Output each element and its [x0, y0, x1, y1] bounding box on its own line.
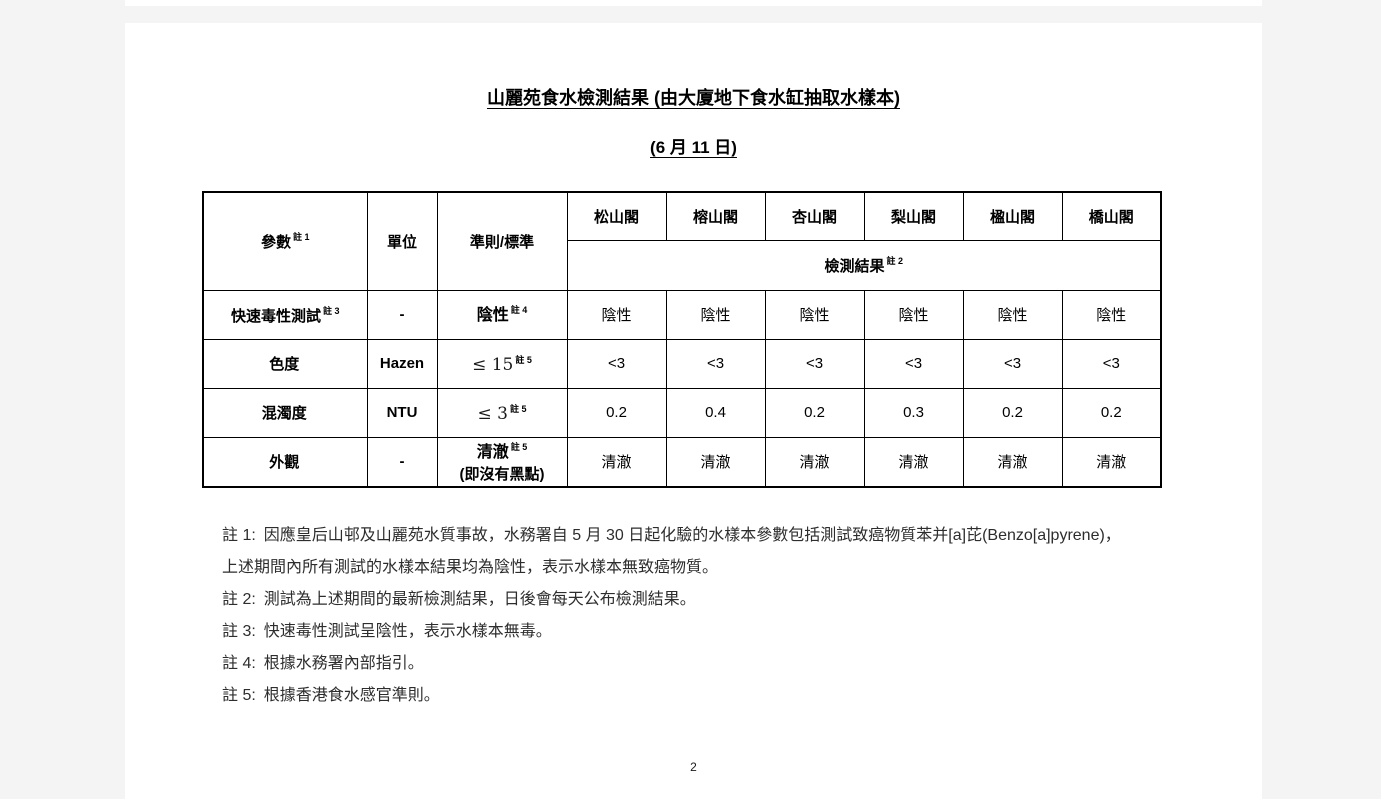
result-cell: 0.2: [764, 387, 865, 438]
table-row-colour: 色度 Hazen ≤ 15 註 5 <3 <3 <3 <3 <3 <3: [202, 338, 1162, 389]
table-subheader-row: 檢測結果註 2: [203, 239, 1162, 291]
parameter-name: 色度: [269, 356, 300, 373]
table-row-rapid-toxicity: 快速毒性測試註 3 - 陰性註 4 陰性 陰性 陰性 陰性 陰性 陰性: [202, 289, 1162, 340]
note-ref-2: 註 2: [886, 256, 904, 266]
result-cell: 陰性: [1061, 289, 1162, 340]
footnote-text: 根據水務署內部指引。: [263, 655, 424, 672]
result-cell: 清澈: [962, 436, 1063, 488]
result-cell: 清澈: [566, 436, 667, 488]
water-test-results-table: 參數註 1 單位 準則/標準 松山閣 榕山閣 杏山閣 梨山閣 楹山閣 橋山閣 檢…: [202, 191, 1162, 488]
footnote-label: 註 3:: [222, 623, 256, 640]
result-cell: 陰性: [863, 289, 964, 340]
note-ref-5: 註 5: [509, 403, 527, 414]
parameter-cell: 外觀: [202, 436, 368, 488]
table-header-row: 參數註 1 單位 準則/標準 松山閣 榕山閣 杏山閣 梨山閣 楹山閣 橋山閣: [202, 191, 1162, 291]
result-cell: 0.2: [1061, 387, 1162, 438]
parameter-cell: 色度: [202, 338, 368, 389]
column-header-building: 松山閣: [566, 191, 667, 241]
column-header-building: 杏山閣: [764, 191, 865, 241]
result-cell: 清澈: [1061, 436, 1162, 488]
results-label: 檢測結果: [824, 258, 885, 275]
result-cell: 清澈: [764, 436, 865, 488]
result-cell: 0.2: [566, 387, 667, 438]
results-merged-header: 檢測結果註 2: [566, 239, 1162, 291]
footnote-3: 註 3: 快速毒性測試呈陰性，表示水樣本無毒。: [222, 616, 1122, 648]
criteria-value: 陰性: [476, 307, 509, 324]
criteria-cell: 清澈註 5 (即沒有黑點): [436, 436, 568, 488]
column-header-unit: 單位: [366, 191, 438, 291]
footnotes: 註 1: 因應皇后山邨及山麗苑水質事故，水務署自 5 月 30 日起化驗的水樣本參…: [222, 520, 1122, 712]
unit-cell: Hazen: [366, 338, 438, 389]
result-cell: 0.4: [665, 387, 766, 438]
footnote-label: 註 2:: [222, 591, 256, 608]
note-ref-5: 註 5: [515, 354, 532, 365]
footnote-label: 註 5:: [222, 687, 256, 704]
parameter-cell: 快速毒性測試註 3: [202, 289, 368, 340]
criteria-value: ≤ 3: [477, 403, 508, 424]
criteria-value: 清澈: [476, 443, 509, 461]
result-cell: <3: [764, 338, 865, 389]
result-cell: 陰性: [764, 289, 865, 340]
criteria-subtext: (即沒有黑點): [459, 465, 545, 483]
column-header-building: 橋山閣: [1061, 191, 1162, 241]
unit-cell: -: [366, 289, 438, 340]
footnote-label: 註 4:: [222, 655, 256, 672]
parameter-label: 參數: [260, 234, 291, 252]
footnote-text: 根據香港食水感官準則。: [263, 687, 440, 704]
column-header-building: 梨山閣: [863, 191, 964, 241]
note-ref-3: 註 3: [323, 305, 340, 316]
note-ref-1: 註 1: [293, 232, 310, 243]
result-cell: <3: [1061, 338, 1162, 389]
result-cell: <3: [566, 338, 667, 389]
column-header-criteria: 準則/標準: [436, 191, 568, 291]
page-title: 山麗苑食水檢測結果 (由大廈地下食水缸抽取水樣本): [487, 88, 900, 108]
table-row-appearance: 外觀 - 清澈註 5 (即沒有黑點) 清澈 清澈 清澈 清澈 清澈 清澈: [202, 436, 1162, 488]
footnote-text: 因應皇后山邨及山麗苑水質事故，水務署自 5 月 30 日起化驗的水樣本參數包括測…: [222, 527, 1121, 576]
footnote-5: 註 5: 根據香港食水感官準則。: [222, 680, 1122, 712]
result-cell: 清澈: [863, 436, 964, 488]
previous-page-bottom-edge: [125, 0, 1262, 6]
parameter-name: 外觀: [269, 454, 300, 472]
note-ref-4: 註 4: [510, 305, 528, 315]
document-page: 山麗苑食水檢測結果 (由大廈地下食水缸抽取水樣本) (6 月 11 日) 參數註…: [125, 23, 1262, 799]
parameter-name: 快速毒性測試: [230, 307, 321, 325]
result-cell: 清澈: [665, 436, 766, 488]
unit-cell: -: [366, 436, 438, 488]
criteria-value: ≤ 15: [472, 354, 514, 375]
column-header-building: 楹山閣: [962, 191, 1063, 241]
unit-cell: NTU: [366, 387, 438, 438]
footnote-4: 註 4: 根據水務署內部指引。: [222, 648, 1122, 680]
footnote-1: 註 1: 因應皇后山邨及山麗苑水質事故，水務署自 5 月 30 日起化驗的水樣本參…: [222, 520, 1122, 584]
result-cell: 0.2: [962, 387, 1063, 438]
result-cell: 陰性: [566, 289, 667, 340]
column-header-parameter: 參數註 1: [202, 191, 368, 291]
column-header-building: 榕山閣: [665, 191, 766, 241]
footnote-2: 註 2: 測試為上述期間的最新檢測結果，日後會每天公布檢測結果。: [222, 584, 1122, 616]
page-number: 2: [690, 760, 697, 774]
parameter-cell: 混濁度: [202, 387, 368, 438]
result-cell: <3: [863, 338, 964, 389]
note-ref-5: 註 5: [510, 441, 528, 452]
result-cell: <3: [665, 338, 766, 389]
parameter-name: 混濁度: [261, 405, 307, 422]
footnote-text: 測試為上述期間的最新檢測結果，日後會每天公布檢測結果。: [263, 591, 696, 608]
result-cell: 0.3: [863, 387, 964, 438]
footnote-label: 註 1:: [222, 527, 256, 544]
result-cell: 陰性: [962, 289, 1063, 340]
result-cell: 陰性: [665, 289, 766, 340]
page-subtitle: (6 月 11 日): [650, 138, 737, 157]
criteria-cell: 陰性註 4: [436, 289, 568, 340]
criteria-cell: ≤ 15 註 5: [436, 338, 568, 389]
footnote-text: 快速毒性測試呈陰性，表示水樣本無毒。: [263, 623, 552, 640]
result-cell: <3: [962, 338, 1063, 389]
